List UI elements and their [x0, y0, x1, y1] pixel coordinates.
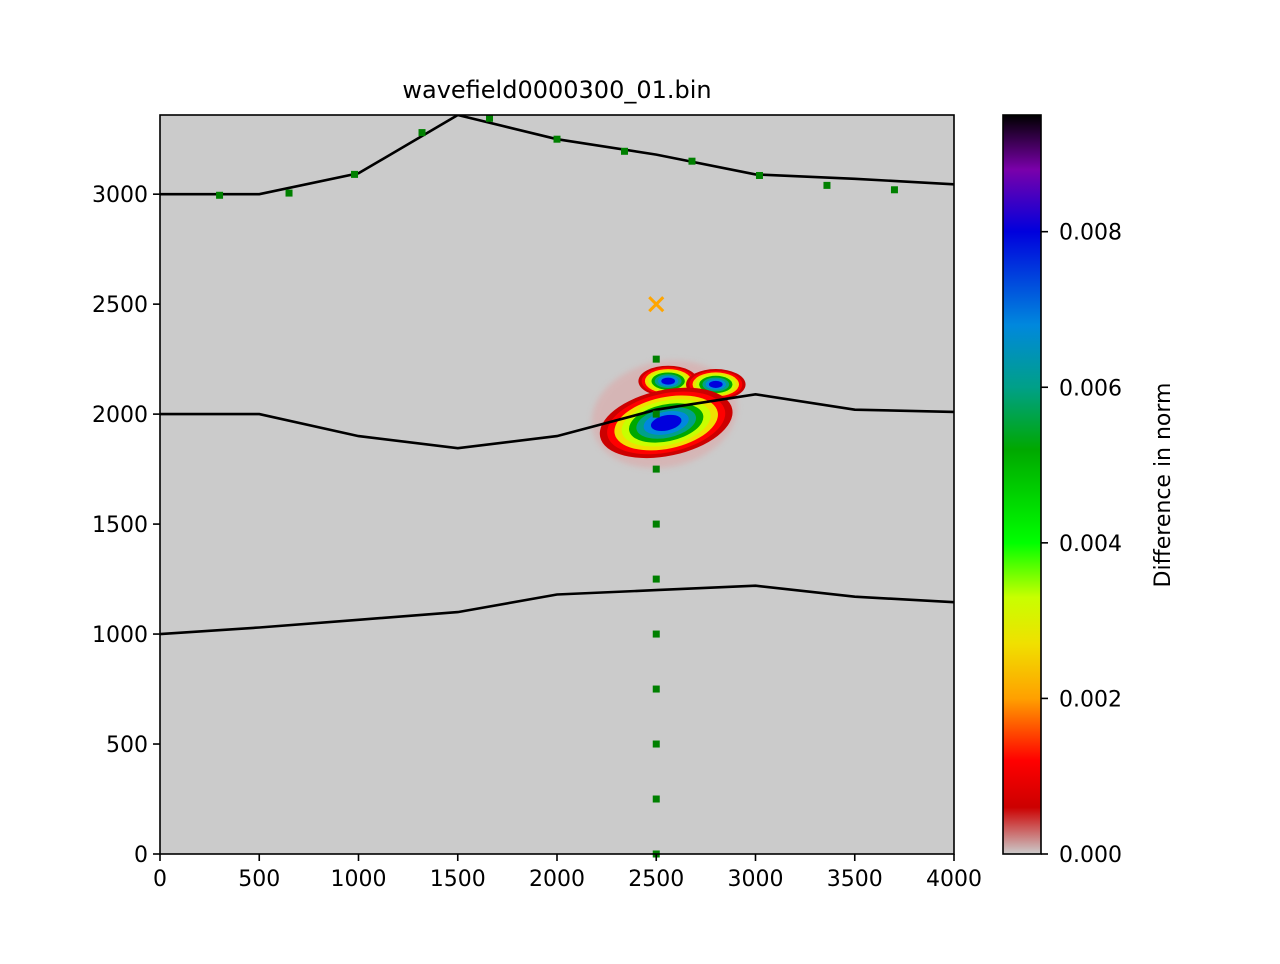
colorbar-tick-label: 0.008: [1059, 221, 1122, 246]
colorbar-tick-label: 0.000: [1059, 843, 1122, 868]
receiver-marker: [652, 520, 660, 528]
receiver-marker: [652, 355, 660, 363]
receiver-marker: [755, 171, 763, 179]
wavefront-upper-lobe-ring: [661, 377, 676, 385]
colorbar-gradient: [1003, 115, 1041, 854]
receiver-marker: [688, 157, 696, 165]
x-tick-label: 0: [153, 867, 167, 892]
x-tick-label: 3500: [827, 867, 883, 892]
y-tick-label: 0: [134, 843, 148, 868]
colorbar: 0.000 0.002 0.004 0.006 0.008 Difference in …: [1002, 114, 1176, 868]
x-tick-label: 4000: [926, 867, 982, 892]
receiver-marker: [652, 795, 660, 803]
colorbar-frame: [1002, 114, 1042, 855]
receiver-marker: [652, 740, 660, 748]
y-tick-label: 1000: [92, 623, 148, 648]
receiver-marker: [823, 181, 831, 189]
receiver-marker: [652, 575, 660, 583]
plot-background: [160, 115, 954, 854]
interface-line: [160, 584, 954, 636]
receiver-marker: [652, 410, 660, 418]
colorbar-tick-label: 0.004: [1059, 532, 1122, 557]
receiver-marker: [553, 135, 561, 143]
x-tick-label: 2000: [529, 867, 585, 892]
x-tick-label: 3000: [728, 867, 784, 892]
receivers: [216, 114, 898, 858]
receiver-marker: [486, 114, 494, 122]
plot-area: 0 500 1000 1500 2000 2500 3000 3500 4000 0 500 100…: [92, 114, 982, 892]
y-tick-label: 2500: [92, 293, 148, 318]
receiver-marker: [216, 191, 224, 199]
source-x-stroke: [648, 296, 665, 313]
receiver-marker: [620, 147, 628, 155]
receiver-marker: [652, 630, 660, 638]
colorbar-tick-label: 0.002: [1059, 687, 1122, 712]
y-axis: 0 500 1000 1500 2000 2500 3000: [92, 183, 160, 868]
y-tick-label: 2000: [92, 403, 148, 428]
y-tick-label: 500: [106, 733, 148, 758]
receiver-marker: [890, 186, 898, 194]
source-marker: [648, 296, 665, 313]
receiver-marker: [652, 465, 660, 473]
y-tick-label: 3000: [92, 183, 148, 208]
x-tick-label: 1500: [430, 867, 486, 892]
colorbar-tick-label: 0.006: [1059, 376, 1122, 401]
x-axis: 0 500 1000 1500 2000 2500 3000 3500 4000: [153, 854, 982, 892]
x-tick-label: 1000: [331, 867, 387, 892]
receiver-marker: [652, 685, 660, 693]
receiver-marker: [285, 189, 293, 197]
colorbar-ticks: 0.000 0.002 0.004 0.006 0.008: [1041, 221, 1122, 868]
wavefront-upper-lobe-ring: [708, 380, 723, 388]
receiver-marker: [351, 170, 359, 178]
x-tick-label: 500: [238, 867, 280, 892]
y-tick-label: 1500: [92, 513, 148, 538]
chart-title: wavefield0000300_01.bin: [402, 76, 711, 104]
x-tick-label: 2500: [628, 867, 684, 892]
colorbar-label: Difference in norm: [1151, 383, 1176, 588]
receiver-marker: [418, 129, 426, 137]
interface-line: [160, 392, 954, 450]
wavefront-main-lobe-ring: [650, 414, 682, 432]
